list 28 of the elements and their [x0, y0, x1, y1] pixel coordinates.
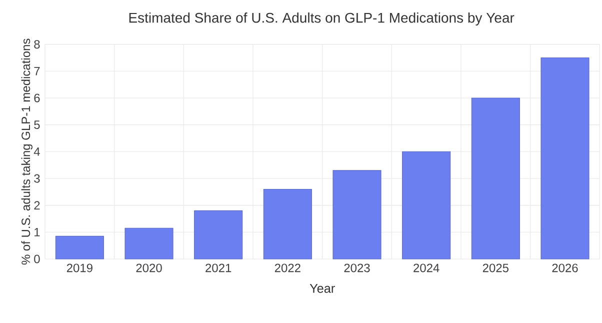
x-tick-label: 2021: [206, 264, 232, 272]
y-tick-label: 5: [34, 120, 40, 130]
bar: [194, 210, 243, 260]
x-axis-title: Year: [310, 284, 335, 293]
y-tick-label: 3: [34, 174, 40, 183]
bar: [124, 228, 174, 260]
x-tick-label: 2019: [66, 264, 92, 272]
y-tick-label: 7: [34, 67, 40, 76]
x-tick-label: 2026: [552, 264, 578, 272]
bar: [471, 98, 520, 260]
y-tick-label: 2: [34, 201, 40, 210]
y-tick-label: 0: [34, 254, 40, 264]
y-tick-label: 1: [34, 228, 40, 236]
x-tick-label: 2023: [344, 264, 370, 272]
y-tick-label: 6: [34, 94, 40, 102]
bar: [332, 170, 382, 260]
bar: [263, 188, 312, 260]
x-tick-label: 2020: [136, 264, 162, 272]
bar: [55, 236, 104, 260]
x-tick-label: 2022: [274, 264, 300, 272]
bar: [402, 151, 451, 260]
y-axis-title: % of U.S. adults taking GLP-1 medications: [21, 38, 32, 265]
y-tick-label: 4: [34, 148, 40, 156]
y-tick-label: 8: [34, 40, 40, 49]
x-tick-label: 2024: [414, 264, 440, 272]
chart-title: Estimated Share of U.S. Adults on GLP-1 Medications by Year: [129, 12, 514, 26]
bar: [540, 57, 590, 260]
x-tick-label: 2025: [482, 264, 508, 272]
